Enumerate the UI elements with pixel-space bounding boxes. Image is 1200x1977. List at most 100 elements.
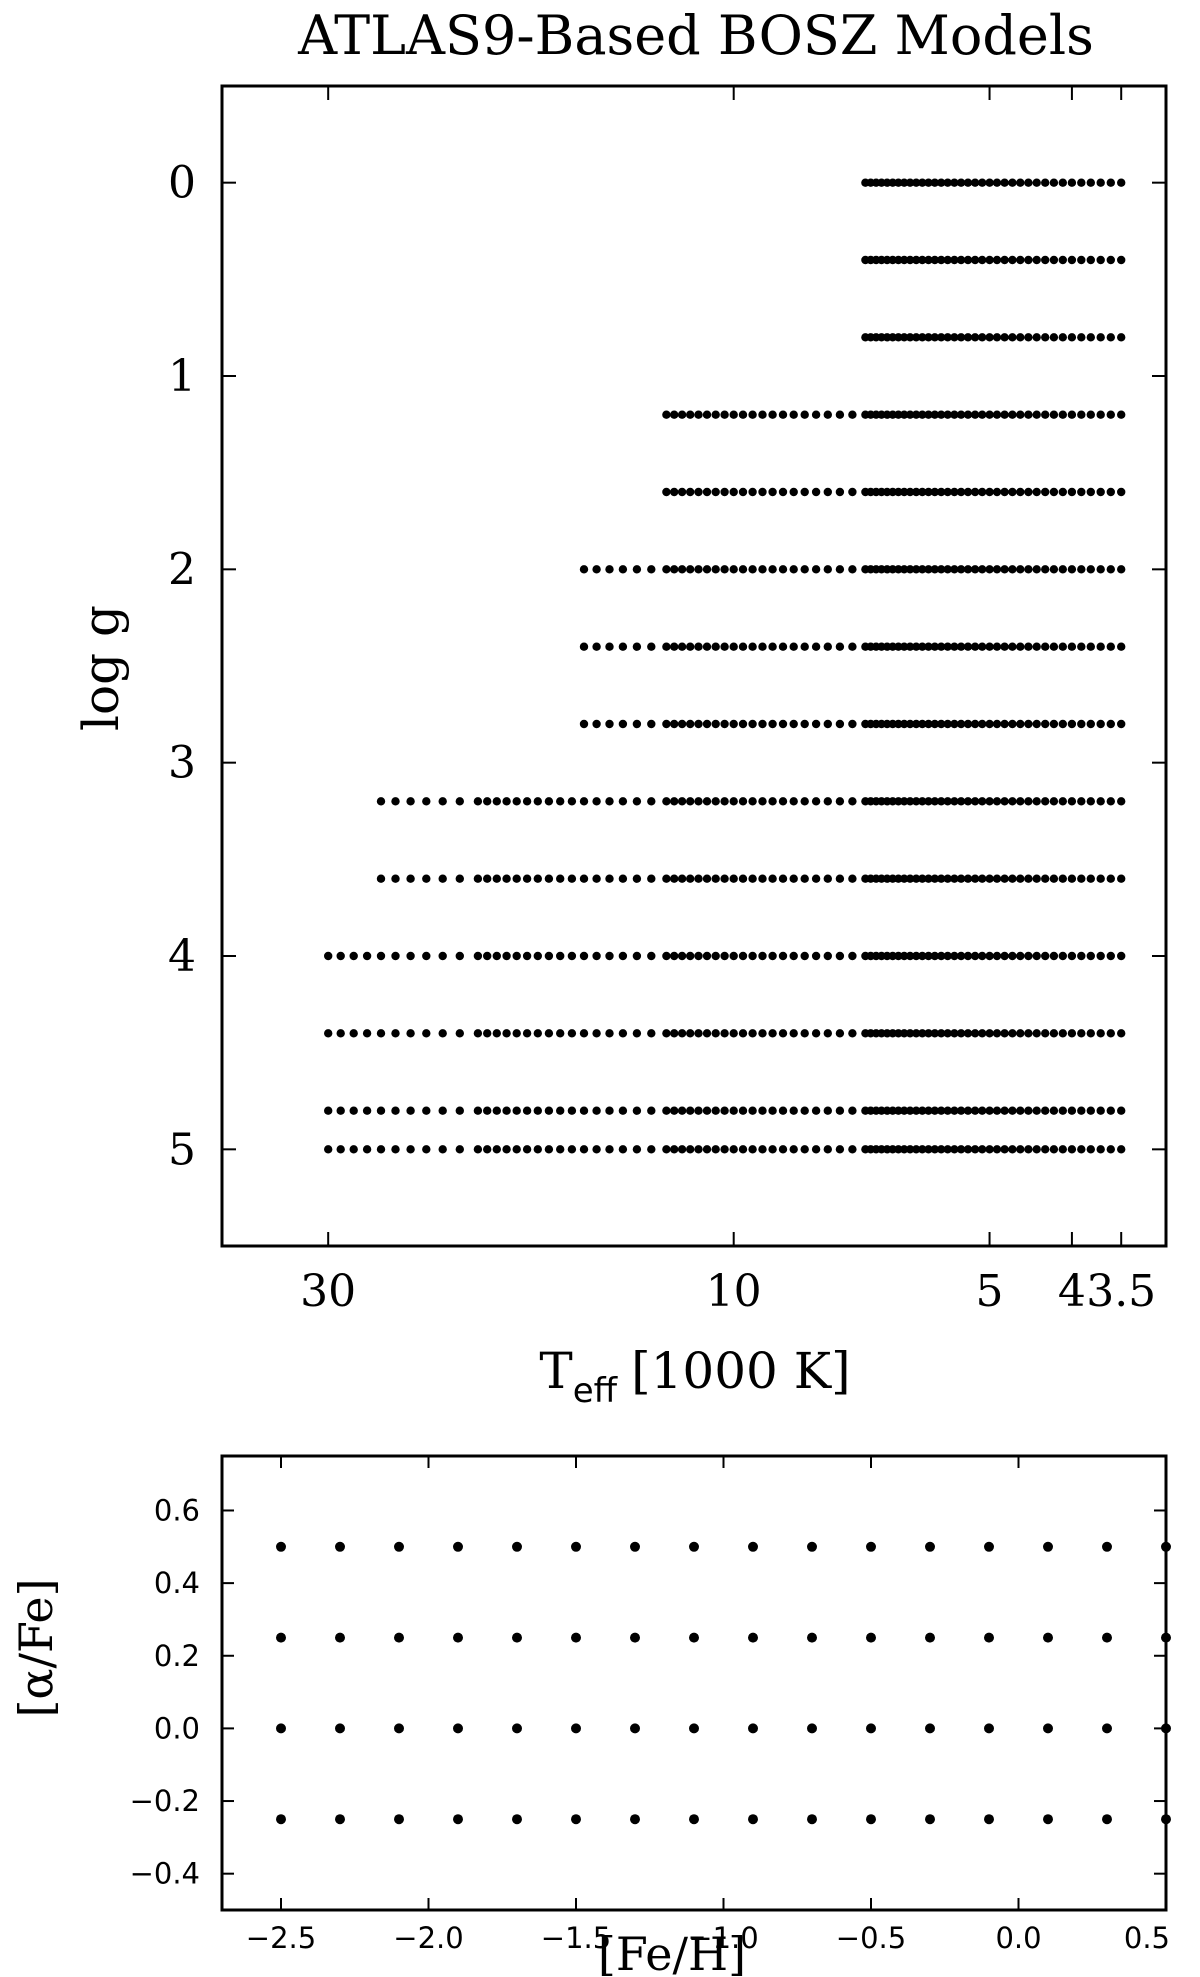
top-data-point bbox=[943, 797, 952, 806]
top-data-point bbox=[943, 874, 952, 883]
top-data-point bbox=[1000, 1145, 1009, 1154]
top-data-point bbox=[1024, 333, 1033, 342]
top-data-point bbox=[483, 1106, 492, 1115]
top-data-point bbox=[1032, 1145, 1041, 1154]
top-data-point bbox=[905, 255, 915, 265]
top-data-point bbox=[1032, 719, 1041, 729]
top-data-point bbox=[502, 1145, 511, 1154]
top-data-point bbox=[1106, 951, 1116, 961]
top-data-point bbox=[729, 951, 738, 961]
top-data-point bbox=[992, 487, 1002, 497]
top-data-point bbox=[768, 951, 777, 961]
top-data-point bbox=[376, 1106, 386, 1115]
top-data-point bbox=[473, 1145, 483, 1154]
top-data-point bbox=[455, 951, 464, 961]
bottom-data-points bbox=[276, 1541, 1171, 1825]
top-data-point bbox=[768, 1029, 777, 1038]
top-data-point bbox=[694, 874, 703, 883]
top-data-point bbox=[963, 797, 973, 806]
top-data-point bbox=[1058, 333, 1068, 342]
top-data-point bbox=[702, 565, 712, 574]
bottom-y-ticks: −0.4 −0.2 0.0 0.2 0.4 0.6 bbox=[130, 1493, 1166, 1891]
top-data-point bbox=[950, 719, 959, 729]
top-data-point bbox=[930, 642, 939, 651]
top-data-point bbox=[438, 1145, 447, 1154]
top-data-point bbox=[778, 642, 788, 651]
top-data-point bbox=[1008, 797, 1017, 806]
top-data-point bbox=[512, 874, 521, 883]
top-data-point bbox=[930, 1029, 939, 1038]
top-data-point bbox=[376, 1145, 386, 1154]
top-data-point bbox=[1049, 487, 1059, 497]
top-data-point bbox=[778, 1029, 788, 1038]
top-data-point bbox=[738, 1106, 748, 1115]
top-data-point bbox=[861, 951, 870, 961]
top-data-point bbox=[567, 1029, 577, 1038]
top-data-point bbox=[956, 178, 966, 187]
top-data-point bbox=[1086, 951, 1096, 961]
top-data-point bbox=[1049, 410, 1059, 419]
bottom-y-axis-label: [α/Fe] bbox=[9, 1578, 63, 1717]
top-data-point bbox=[579, 1145, 589, 1154]
top-data-point bbox=[900, 642, 909, 651]
top-data-point bbox=[406, 874, 415, 883]
top-data-point bbox=[1024, 487, 1033, 497]
bottom-data-point bbox=[571, 1632, 581, 1643]
top-data-point bbox=[647, 719, 656, 729]
top-data-point bbox=[963, 874, 973, 883]
top-data-point bbox=[1016, 565, 1025, 574]
top-data-point bbox=[686, 410, 695, 419]
bottom-data-point bbox=[1043, 1723, 1053, 1734]
top-data-point bbox=[522, 797, 532, 806]
top-data-point bbox=[670, 1145, 679, 1154]
top-data-point bbox=[1041, 410, 1050, 419]
top-data-point bbox=[686, 642, 695, 651]
top-data-point bbox=[970, 487, 980, 497]
top-data-point bbox=[800, 797, 809, 806]
top-data-point bbox=[605, 565, 614, 574]
top-data-point bbox=[800, 487, 809, 497]
top-data-point bbox=[970, 719, 980, 729]
bottom-data-point bbox=[335, 1541, 345, 1552]
top-data-point bbox=[406, 797, 415, 806]
top-data-point bbox=[483, 1145, 492, 1154]
top-data-point bbox=[1016, 874, 1025, 883]
top-data-point bbox=[1032, 410, 1041, 419]
top-data-point bbox=[823, 1029, 832, 1038]
top-data-point bbox=[1096, 1029, 1105, 1038]
top-data-point bbox=[835, 1106, 845, 1115]
top-data-point bbox=[1041, 565, 1050, 574]
top-data-point bbox=[738, 719, 748, 729]
top-data-point bbox=[1106, 1029, 1116, 1038]
top-data-point bbox=[720, 797, 729, 806]
top-data-point bbox=[711, 797, 720, 806]
bottom-data-point bbox=[748, 1632, 758, 1643]
top-data-point bbox=[956, 1106, 966, 1115]
bottom-x-axis-label: [Fe/H] bbox=[598, 1927, 746, 1977]
top-data-point bbox=[1117, 951, 1126, 961]
top-data-point bbox=[1000, 951, 1009, 961]
top-data-point bbox=[978, 642, 987, 651]
top-data-point bbox=[912, 565, 921, 574]
top-data-point bbox=[905, 1145, 915, 1154]
top-data-point bbox=[918, 797, 927, 806]
bottom-data-point bbox=[925, 1814, 935, 1825]
top-data-point bbox=[1000, 255, 1009, 265]
top-data-point bbox=[937, 1029, 946, 1038]
top-data-point bbox=[729, 487, 738, 497]
top-y-tick-label: 1 bbox=[168, 351, 196, 402]
top-data-point bbox=[702, 1029, 712, 1038]
top-data-point bbox=[1041, 333, 1050, 342]
top-data-point bbox=[861, 1106, 870, 1115]
top-data-point bbox=[978, 1106, 987, 1115]
top-x-tick-label: 5 bbox=[976, 1266, 1004, 1317]
top-data-point bbox=[686, 487, 695, 497]
top-data-point bbox=[778, 874, 788, 883]
top-data-point bbox=[618, 1029, 628, 1038]
top-data-point bbox=[1024, 874, 1033, 883]
top-data-point bbox=[544, 797, 554, 806]
bottom-data-point bbox=[394, 1814, 404, 1825]
top-data-point bbox=[956, 797, 966, 806]
top-data-point bbox=[391, 874, 400, 883]
top-data-point bbox=[422, 874, 431, 883]
